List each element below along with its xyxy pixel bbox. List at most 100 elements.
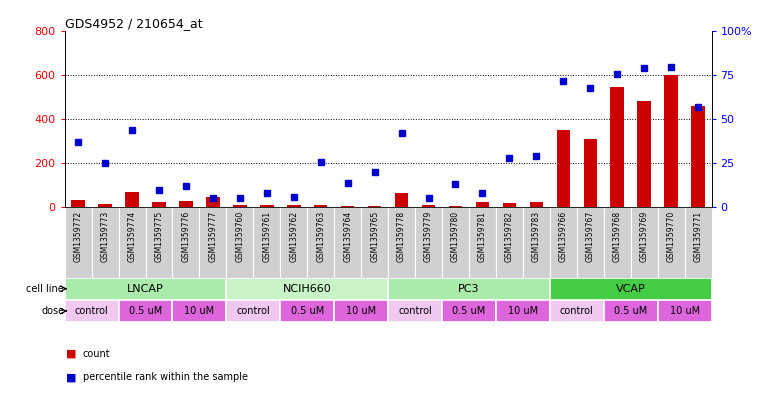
Bar (550, 207, 577, 277)
Text: GSM1359782: GSM1359782 (505, 211, 514, 262)
Bar (314, 206, 327, 207)
Text: 10 uM: 10 uM (508, 306, 538, 316)
Text: GSM1359783: GSM1359783 (532, 211, 541, 262)
Bar (126, 192, 139, 207)
Text: GSM1359780: GSM1359780 (451, 211, 460, 262)
Bar (145, 207, 173, 277)
Bar (287, 205, 301, 207)
Bar (173, 300, 227, 322)
Text: GSM1359773: GSM1359773 (100, 211, 110, 262)
Bar (664, 75, 678, 207)
Bar (388, 207, 415, 277)
Bar (227, 277, 388, 300)
Bar (610, 88, 624, 207)
Bar (631, 207, 658, 277)
Bar (233, 206, 247, 207)
Text: 0.5 uM: 0.5 uM (291, 306, 324, 316)
Bar (91, 207, 119, 277)
Text: LNCAP: LNCAP (127, 284, 164, 294)
Bar (530, 202, 543, 207)
Bar (638, 101, 651, 207)
Text: dose: dose (41, 306, 64, 316)
Text: NCIH660: NCIH660 (283, 284, 332, 294)
Bar (334, 300, 388, 322)
Bar (442, 300, 496, 322)
Bar (98, 204, 112, 207)
Text: GSM1359768: GSM1359768 (613, 211, 622, 262)
Text: ■: ■ (66, 372, 77, 382)
Text: GSM1359777: GSM1359777 (209, 211, 218, 262)
Bar (442, 207, 469, 277)
Text: control: control (75, 306, 109, 316)
Bar (119, 300, 173, 322)
Bar (584, 139, 597, 207)
Text: GSM1359761: GSM1359761 (263, 211, 272, 262)
Text: GSM1359774: GSM1359774 (128, 211, 136, 262)
Bar (415, 207, 442, 277)
Bar (603, 207, 631, 277)
Text: VCAP: VCAP (616, 284, 645, 294)
Text: GSM1359764: GSM1359764 (343, 211, 352, 262)
Text: GSM1359763: GSM1359763 (317, 211, 325, 262)
Bar (260, 205, 273, 207)
Bar (577, 207, 603, 277)
Bar (72, 200, 85, 207)
Bar (496, 300, 550, 322)
Text: GSM1359781: GSM1359781 (478, 211, 487, 262)
Text: GSM1359766: GSM1359766 (559, 211, 568, 262)
Bar (361, 207, 388, 277)
Bar (422, 206, 435, 207)
Text: 0.5 uM: 0.5 uM (452, 306, 486, 316)
Text: 0.5 uM: 0.5 uM (614, 306, 648, 316)
Text: GSM1359772: GSM1359772 (74, 211, 83, 262)
Bar (388, 277, 550, 300)
Bar (307, 207, 334, 277)
Bar (119, 207, 145, 277)
Bar (253, 207, 280, 277)
Text: cell line: cell line (27, 284, 64, 294)
Text: GSM1359776: GSM1359776 (181, 211, 190, 262)
Bar (341, 206, 355, 207)
Text: GSM1359767: GSM1359767 (586, 211, 595, 262)
Bar (503, 203, 516, 207)
Bar (685, 207, 712, 277)
Text: 0.5 uM: 0.5 uM (129, 306, 162, 316)
Text: control: control (237, 306, 270, 316)
Bar (334, 207, 361, 277)
Bar (65, 277, 227, 300)
Bar (280, 207, 307, 277)
Text: GSM1359775: GSM1359775 (154, 211, 164, 262)
Bar (523, 207, 550, 277)
Bar (691, 106, 705, 207)
Bar (227, 300, 280, 322)
Bar (65, 207, 91, 277)
Text: control: control (560, 306, 594, 316)
Text: GSM1359760: GSM1359760 (235, 211, 244, 262)
Text: GSM1359771: GSM1359771 (693, 211, 702, 262)
Bar (388, 300, 442, 322)
Text: GDS4952 / 210654_at: GDS4952 / 210654_at (65, 17, 202, 30)
Bar (658, 300, 712, 322)
Bar (496, 207, 523, 277)
Bar (152, 202, 166, 207)
Text: percentile rank within the sample: percentile rank within the sample (83, 372, 248, 382)
Bar (476, 202, 489, 207)
Text: PC3: PC3 (458, 284, 479, 294)
Bar (550, 277, 712, 300)
Text: 10 uM: 10 uM (670, 306, 699, 316)
Bar (603, 300, 658, 322)
Text: control: control (398, 306, 432, 316)
Bar (280, 300, 334, 322)
Bar (65, 300, 119, 322)
Text: GSM1359778: GSM1359778 (397, 211, 406, 262)
Bar (180, 200, 193, 207)
Text: 10 uM: 10 uM (184, 306, 215, 316)
Bar (550, 300, 603, 322)
Bar (556, 130, 570, 207)
Text: GSM1359762: GSM1359762 (289, 211, 298, 262)
Text: 10 uM: 10 uM (346, 306, 376, 316)
Text: ■: ■ (66, 349, 77, 359)
Bar (395, 193, 409, 207)
Bar (368, 206, 381, 207)
Text: GSM1359769: GSM1359769 (640, 211, 648, 262)
